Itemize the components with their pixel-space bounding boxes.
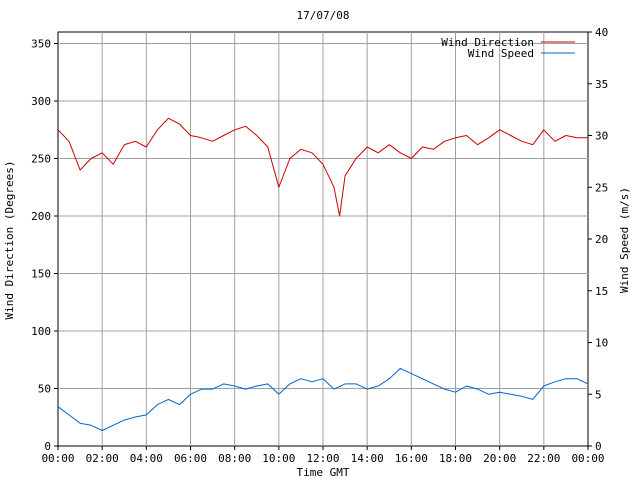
y-right-tick-label: 20 — [595, 233, 608, 246]
y-right-tick-label: 40 — [595, 26, 608, 39]
axes-labels: 00:00 02:00 04:00 06:00 08:00 10:00 12:00 14:00… — [31, 26, 608, 465]
x-tick-label: 02:00 — [86, 452, 119, 465]
series-layer — [57, 117, 589, 431]
legend-label-wind-direction: Wind Direction — [441, 36, 534, 49]
y-axis-left-label: Wind Direction (Degrees) — [3, 161, 16, 320]
legend: Wind Direction Wind Speed — [441, 36, 575, 60]
x-tick-label: 20:00 — [483, 452, 516, 465]
x-axis-label: Time GMT — [297, 466, 350, 479]
y-left-tick-label: 0 — [44, 440, 51, 453]
chart-title: 17/07/08 — [297, 9, 350, 22]
y-right-tick-label: 5 — [595, 388, 602, 401]
x-tick-label: 04:00 — [130, 452, 163, 465]
y-left-tick-label: 350 — [31, 38, 51, 51]
series-line-wind-speed — [57, 367, 589, 431]
x-tick-label: 10:00 — [262, 452, 295, 465]
y-right-tick-label: 10 — [595, 337, 608, 350]
y-left-tick-label: 250 — [31, 153, 51, 166]
grid — [58, 32, 588, 446]
y-right-tick-label: 15 — [595, 285, 608, 298]
y-left-tick-label: 50 — [38, 383, 51, 396]
x-tick-label: 12:00 — [306, 452, 339, 465]
y-left-tick-label: 100 — [31, 325, 51, 338]
x-tick-label: 00:00 — [41, 452, 74, 465]
series-line-wind-direction — [57, 117, 588, 217]
y-right-tick-label: 0 — [595, 440, 602, 453]
x-tick-label: 00:00 — [571, 452, 604, 465]
y-right-tick-label: 35 — [595, 78, 608, 91]
y-right-tick-label: 30 — [595, 130, 608, 143]
y-right-tick-label: 25 — [595, 181, 608, 194]
legend-label-wind-speed: Wind Speed — [468, 47, 534, 60]
y-left-tick-label: 150 — [31, 268, 51, 281]
y-left-tick-label: 300 — [31, 95, 51, 108]
x-tick-label: 18:00 — [439, 452, 472, 465]
y-axis-right-label: Wind Speed (m/s) — [618, 187, 631, 293]
x-tick-label: 06:00 — [174, 452, 207, 465]
y-left-tick-label: 200 — [31, 210, 51, 223]
x-tick-label: 16:00 — [395, 452, 428, 465]
x-tick-label: 14:00 — [351, 452, 384, 465]
x-tick-label: 08:00 — [218, 452, 251, 465]
x-tick-label: 22:00 — [527, 452, 560, 465]
